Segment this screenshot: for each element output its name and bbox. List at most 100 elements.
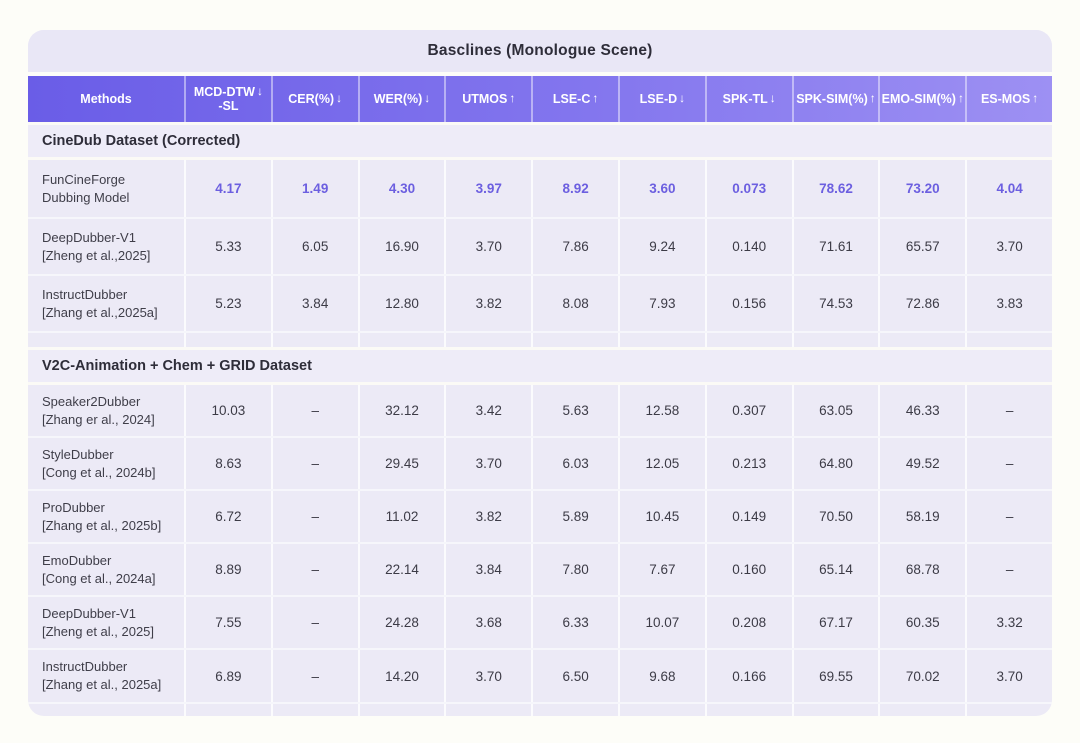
value-cell: 29.45 xyxy=(357,438,445,490)
value-cell: – xyxy=(270,438,358,490)
value-cell: 46.33 xyxy=(878,385,965,437)
method-line: [Zheng et al., 2025] xyxy=(42,623,155,639)
value-cell: 11.02 xyxy=(357,491,445,543)
column-header-text: MCD-DTW xyxy=(193,85,255,99)
value-cell: 74.53 xyxy=(791,276,879,331)
section-title: CineDub Dataset (Corrected) xyxy=(42,133,241,149)
value-cell: – xyxy=(270,544,358,596)
value-cell: – xyxy=(270,491,358,543)
value-cell: 1.49 xyxy=(270,160,358,217)
value-cell: 49.52 xyxy=(878,438,965,490)
column-header-spk-tl: SPK-TL ↓ xyxy=(704,76,792,122)
value-cell: 8.63 xyxy=(184,438,271,490)
filler-cell xyxy=(531,703,618,716)
filler-cell xyxy=(791,333,879,347)
section-header: CineDub Dataset (Corrected) xyxy=(28,122,1052,160)
value-cell: 3.83 xyxy=(965,276,1052,331)
value-cell: – xyxy=(965,385,1052,437)
method-line: StyleDubber xyxy=(42,447,114,463)
method-line: DeepDubber-V1 xyxy=(42,229,136,245)
value-cell: – xyxy=(965,491,1052,543)
value-cell: 3.70 xyxy=(965,219,1052,274)
column-header-lse-d: LSE-D ↓ xyxy=(618,76,705,122)
value-cell: 3.70 xyxy=(965,650,1052,702)
value-cell: 0.160 xyxy=(704,544,792,596)
value-cell: – xyxy=(270,650,358,702)
value-cell: 4.17 xyxy=(184,160,271,217)
section-trailing-space xyxy=(28,331,1052,347)
value-cell: 3.97 xyxy=(444,160,531,217)
table-row: DeepDubber-V1 [Zheng et al.,2025] 5.33 6.05… xyxy=(28,217,1052,274)
arrow-down-icon: ↓ xyxy=(424,91,431,106)
table-row: ProDubber [Zhang et al., 2025b] 6.72–11.02… xyxy=(28,489,1052,543)
value-cell: 5.63 xyxy=(531,385,618,437)
value-cell: 65.57 xyxy=(878,219,965,274)
value-cell: 0.166 xyxy=(704,650,792,702)
value-cell: 4.30 xyxy=(357,160,445,217)
value-cell: 5.33 xyxy=(184,219,271,274)
value-cell: 58.19 xyxy=(878,491,965,543)
table-row: InstructDubber [Zhang et al., 2025a] 6.89–… xyxy=(28,648,1052,702)
value-cell: 70.50 xyxy=(791,491,879,543)
filler-cell xyxy=(270,703,358,716)
arrow-up-icon: ↑ xyxy=(957,91,964,106)
value-cell: 3.84 xyxy=(444,544,531,596)
method-cell: EmoDubber [Cong et al., 2024a] xyxy=(28,544,184,595)
method-line: InstructDubber xyxy=(42,659,128,675)
filler-cell xyxy=(618,703,705,716)
filler-cell xyxy=(878,703,965,716)
value-cell: 4.04 xyxy=(965,160,1052,217)
column-header-text: LSE-C xyxy=(552,92,591,106)
value-cell: 0.213 xyxy=(704,438,792,490)
method-line: [Zhang et al., 2025a] xyxy=(42,677,162,693)
filler-cell xyxy=(704,333,792,347)
method-line: Speaker2Dubber xyxy=(42,394,141,409)
value-cell: 3.60 xyxy=(618,160,705,217)
value-cell: 7.67 xyxy=(618,544,705,596)
column-header-text: SPK-TL xyxy=(722,92,768,106)
column-header-label: EMO-SIM(%) ↑ xyxy=(882,91,964,106)
arrow-down-icon: ↓ xyxy=(336,91,343,106)
value-cell: 64.80 xyxy=(791,438,879,490)
value-cell: 0.073 xyxy=(704,160,792,217)
value-cell: 71.61 xyxy=(791,219,879,274)
column-header-text: CER(%) xyxy=(288,92,335,106)
column-header-label: UTMOS ↑ xyxy=(462,91,516,106)
value-cell: 0.149 xyxy=(704,491,792,543)
value-cell: 3.82 xyxy=(444,276,531,331)
column-header-text: ES-MOS xyxy=(980,92,1031,106)
value-cell: – xyxy=(270,597,358,649)
value-cell: 6.50 xyxy=(531,650,618,702)
value-cell: 0.208 xyxy=(704,597,792,649)
filler-cell xyxy=(618,333,705,347)
method-line: [Zhang et al., 2025b] xyxy=(42,517,162,533)
value-cell: 7.93 xyxy=(618,276,705,331)
section-trailing-space xyxy=(28,701,1052,716)
method-cell: StyleDubber [Cong et al., 2024b] xyxy=(28,438,184,489)
column-header-text: SPK-SIM(%) xyxy=(796,92,868,106)
filler-cell xyxy=(184,333,271,347)
table-title: Basclines (Monologue Scene) xyxy=(427,42,653,59)
value-cell: 6.03 xyxy=(531,438,618,490)
column-header-label: LSE-C ↑ xyxy=(552,91,599,106)
value-cell: 3.70 xyxy=(444,438,531,490)
value-cell: – xyxy=(965,438,1052,490)
value-cell: 14.20 xyxy=(357,650,445,702)
filler-cell xyxy=(28,333,184,347)
filler-cell xyxy=(357,333,445,347)
value-cell: 3.70 xyxy=(444,219,531,274)
value-cell: 3.42 xyxy=(444,385,531,437)
filler-cell xyxy=(184,703,271,716)
column-header-text-line2: -SL xyxy=(218,99,239,113)
arrow-down-icon: ↓ xyxy=(769,91,776,106)
value-cell: 69.55 xyxy=(791,650,879,702)
value-cell: 6.89 xyxy=(184,650,271,702)
value-cell: 3.84 xyxy=(270,276,358,331)
arrow-up-icon: ↑ xyxy=(509,91,516,106)
column-header-text: UTMOS xyxy=(462,92,508,106)
filler-cell xyxy=(444,333,531,347)
table-title-band: Basclines (Monologue Scene) xyxy=(28,30,1052,76)
table-row: FunCineForge Dubbing Model 4.17 1.49 4.30 3.9… xyxy=(28,160,1052,217)
section-rows: FunCineForge Dubbing Model 4.17 1.49 4.30 3.9… xyxy=(28,160,1052,347)
value-cell: 12.80 xyxy=(357,276,445,331)
